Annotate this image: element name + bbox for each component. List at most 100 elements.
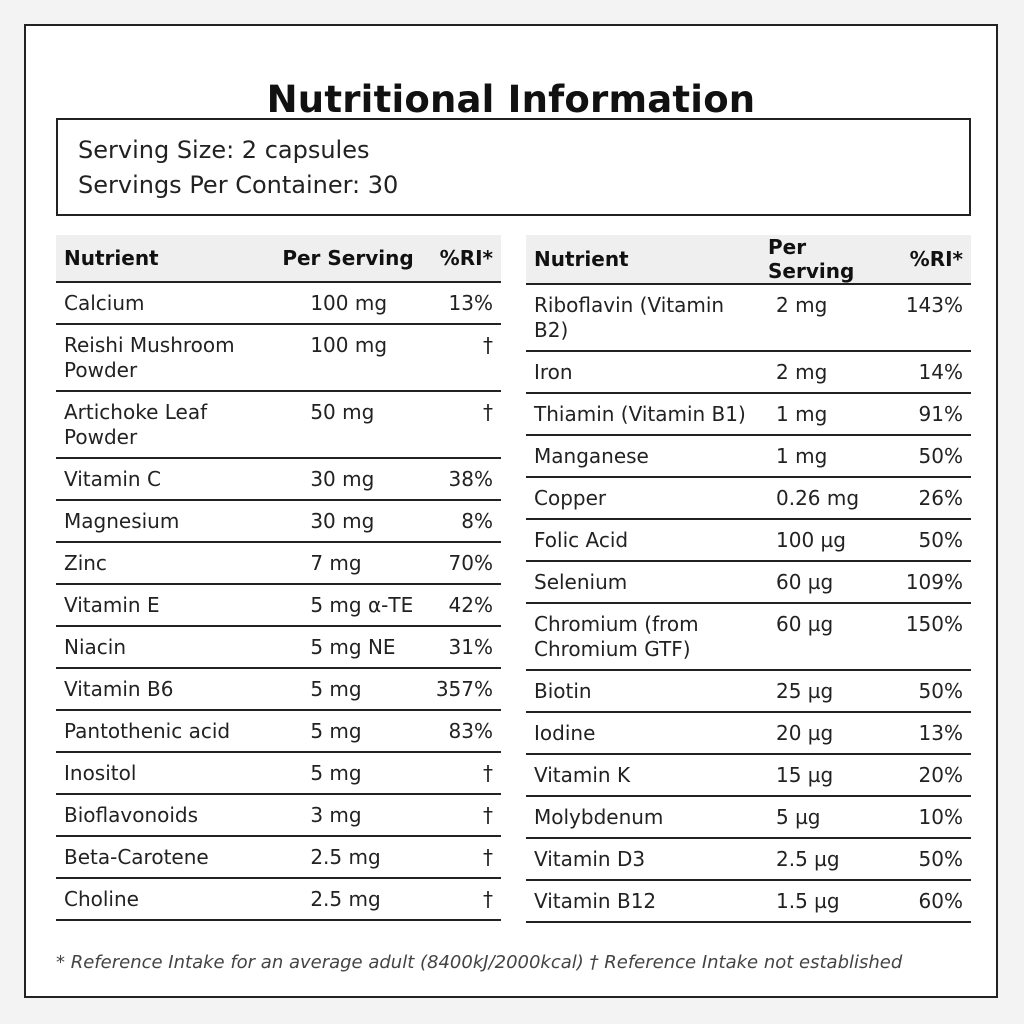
ri-percent: 8% [427,500,501,543]
per-serving-amount: 2 mg [768,351,894,394]
per-serving-amount: 2.5 µg [768,838,894,881]
table-row: Biotin 25 µg 50% [526,670,971,713]
nutrient-name: Pantothenic acid [56,710,283,753]
table-row: Beta-Carotene 2.5 mg † [56,836,501,879]
table-row: Inositol 5 mg † [56,752,501,795]
nutrient-name: Folic Acid [526,519,768,562]
table-row: Vitamin C 30 mg 38% [56,458,501,501]
per-serving-amount: 0.26 mg [768,477,894,520]
ri-percent: 14% [894,351,971,394]
ri-percent: † [427,391,501,459]
table-row: Copper 0.26 mg 26% [526,477,971,520]
ri-percent: 50% [894,670,971,713]
table-row: Molybdenum 5 µg 10% [526,796,971,839]
table-row: Manganese 1 mg 50% [526,435,971,478]
per-serving-amount: 5 mg [282,668,428,711]
nutrient-table-right: Nutrient Per Serving %RI* Riboflavin (Vi… [526,235,971,923]
serving-size: Serving Size: 2 capsules [78,136,370,164]
per-serving-amount: 60 µg [768,603,894,671]
ri-percent: 26% [894,477,971,520]
per-serving-amount: 2.5 mg [282,878,428,921]
ri-percent: 83% [427,710,501,753]
table-row: Vitamin B6 5 mg 357% [56,668,501,711]
table-row: Riboflavin (Vitamin B2) 2 mg 143% [526,284,971,352]
nutrient-name: Vitamin K [526,754,768,797]
per-serving-amount: 2.5 mg [282,836,428,879]
per-serving-amount: 20 µg [768,712,894,755]
per-serving-amount: 1.5 µg [768,880,894,923]
ri-percent: 38% [427,458,501,501]
per-serving-amount: 25 µg [768,670,894,713]
per-serving-amount: 5 mg NE [282,626,428,669]
per-serving-amount: 5 mg [282,710,428,753]
ri-percent: † [427,836,501,879]
nutrient-name: Manganese [526,435,768,478]
ri-percent: 13% [894,712,971,755]
ri-percent: 20% [894,754,971,797]
nutrient-name: Riboflavin (Vitamin B2) [526,284,768,352]
nutrient-name: Bioflavonoids [56,794,283,837]
ri-percent: † [427,794,501,837]
per-serving-amount: 30 mg [282,500,428,543]
per-serving-amount: 60 µg [768,561,894,604]
per-serving-amount: 7 mg [282,542,428,585]
ri-percent: † [427,752,501,795]
ri-percent: † [427,324,501,392]
header-ri: %RI* [894,235,971,285]
nutrient-name: Vitamin B6 [56,668,283,711]
serving-info-box: Serving Size: 2 capsules Servings Per Co… [56,118,971,216]
nutrition-panel: Nutritional Information Serving Size: 2 … [24,24,998,998]
table-row: Iodine 20 µg 13% [526,712,971,755]
ri-percent: 60% [894,880,971,923]
nutrient-name: Niacin [56,626,283,669]
per-serving-amount: 100 mg [282,282,428,325]
nutrient-name: Reishi Mushroom Powder [56,324,283,392]
nutrient-name: Inositol [56,752,283,795]
nutrient-name: Molybdenum [526,796,768,839]
ri-percent: 70% [427,542,501,585]
table-header-row: Nutrient Per Serving %RI* [56,235,501,283]
table-row: Choline 2.5 mg † [56,878,501,921]
header-per-serving: Per Serving [768,235,894,285]
nutrient-name: Selenium [526,561,768,604]
per-serving-amount: 30 mg [282,458,428,501]
nutrient-name: Beta-Carotene [56,836,283,879]
page-title: Nutritional Information [266,78,756,121]
nutrient-name: Thiamin (Vitamin B1) [526,393,768,436]
ri-percent: 42% [427,584,501,627]
footnote: * Reference Intake for an average adult … [56,952,903,973]
table-row: Vitamin B12 1.5 µg 60% [526,880,971,923]
nutrient-name: Magnesium [56,500,283,543]
per-serving-amount: 5 µg [768,796,894,839]
table-row: Niacin 5 mg NE 31% [56,626,501,669]
table-row: Artichoke Leaf Powder 50 mg † [56,391,501,459]
ri-percent: 91% [894,393,971,436]
ri-percent: 10% [894,796,971,839]
nutrient-name: Biotin [526,670,768,713]
per-serving-amount: 1 mg [768,393,894,436]
per-serving-amount: 100 mg [282,324,428,392]
ri-percent: 109% [894,561,971,604]
table-row: Calcium 100 mg 13% [56,282,501,325]
nutrient-name: Vitamin C [56,458,283,501]
nutrient-name: Artichoke Leaf Powder [56,391,283,459]
nutrient-table-left: Nutrient Per Serving %RI* Calcium 100 mg 1… [56,235,501,921]
table-row: Bioflavonoids 3 mg † [56,794,501,837]
ri-percent: † [427,878,501,921]
table-row: Iron 2 mg 14% [526,351,971,394]
table-row: Reishi Mushroom Powder 100 mg † [56,324,501,392]
table-row: Chromium (from Chromium GTF) 60 µg 150% [526,603,971,671]
nutrient-name: Vitamin B12 [526,880,768,923]
header-nutrient: Nutrient [526,235,768,285]
nutrient-name: Vitamin D3 [526,838,768,881]
per-serving-amount: 5 mg α-TE [282,584,428,627]
per-serving-amount: 1 mg [768,435,894,478]
nutrient-name: Calcium [56,282,283,325]
ri-percent: 50% [894,519,971,562]
nutrient-name: Iodine [526,712,768,755]
per-serving-amount: 100 µg [768,519,894,562]
table-row: Thiamin (Vitamin B1) 1 mg 91% [526,393,971,436]
per-serving-amount: 3 mg [282,794,428,837]
table-row: Vitamin D3 2.5 µg 50% [526,838,971,881]
ri-percent: 143% [894,284,971,352]
